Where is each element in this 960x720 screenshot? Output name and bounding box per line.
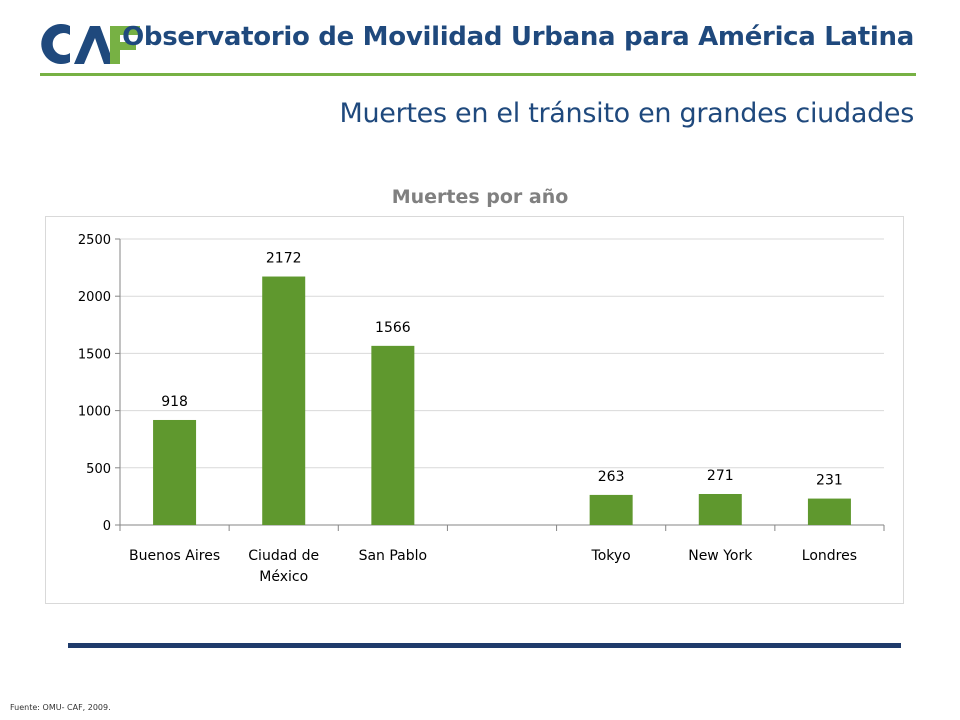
y-tick-label: 500 (86, 462, 111, 477)
y-tick-label: 1500 (78, 347, 111, 362)
header-title: Observatorio de Movilidad Urbana para Am… (122, 22, 914, 52)
bar (153, 419, 197, 525)
bar (698, 493, 742, 525)
source-note: Fuente: OMU- CAF, 2009. (10, 703, 111, 712)
data-label: 271 (707, 468, 734, 484)
data-label: 2172 (266, 251, 302, 267)
chart-area: 0 500 1000 1500 2000 2500 918 Buenos Aires 2172 C… (45, 216, 904, 604)
x-tick-label: Ciudad de (248, 548, 319, 564)
x-tick-label: Buenos Aires (129, 548, 220, 564)
x-tick-label: Londres (802, 548, 857, 564)
x-tick-label: México (259, 569, 308, 585)
data-label: 1566 (375, 320, 411, 336)
data-label: 231 (816, 473, 843, 489)
x-tick-label: Tokyo (591, 548, 631, 564)
slide-subtitle: Muertes en el tránsito en grandes ciudad… (339, 98, 914, 129)
chart-title: Muertes por año (391, 186, 569, 208)
caf-logo (41, 24, 140, 64)
bar (371, 345, 415, 525)
data-label: 263 (598, 469, 625, 485)
x-tick-label: New York (688, 548, 753, 564)
bar (589, 494, 633, 525)
footer-divider (68, 643, 901, 648)
header-divider (40, 73, 916, 76)
x-tick-label: San Pablo (359, 548, 428, 564)
y-tick-label: 2500 (78, 233, 111, 248)
bar (262, 276, 306, 525)
bar (807, 498, 851, 525)
y-tick-label: 1000 (78, 405, 111, 420)
y-tick-label: 2000 (78, 290, 111, 305)
data-label: 918 (161, 394, 188, 410)
bar-chart: 0 500 1000 1500 2000 2500 918 Buenos Aires 2172 C… (78, 233, 885, 585)
y-tick-label: 0 (103, 519, 111, 534)
